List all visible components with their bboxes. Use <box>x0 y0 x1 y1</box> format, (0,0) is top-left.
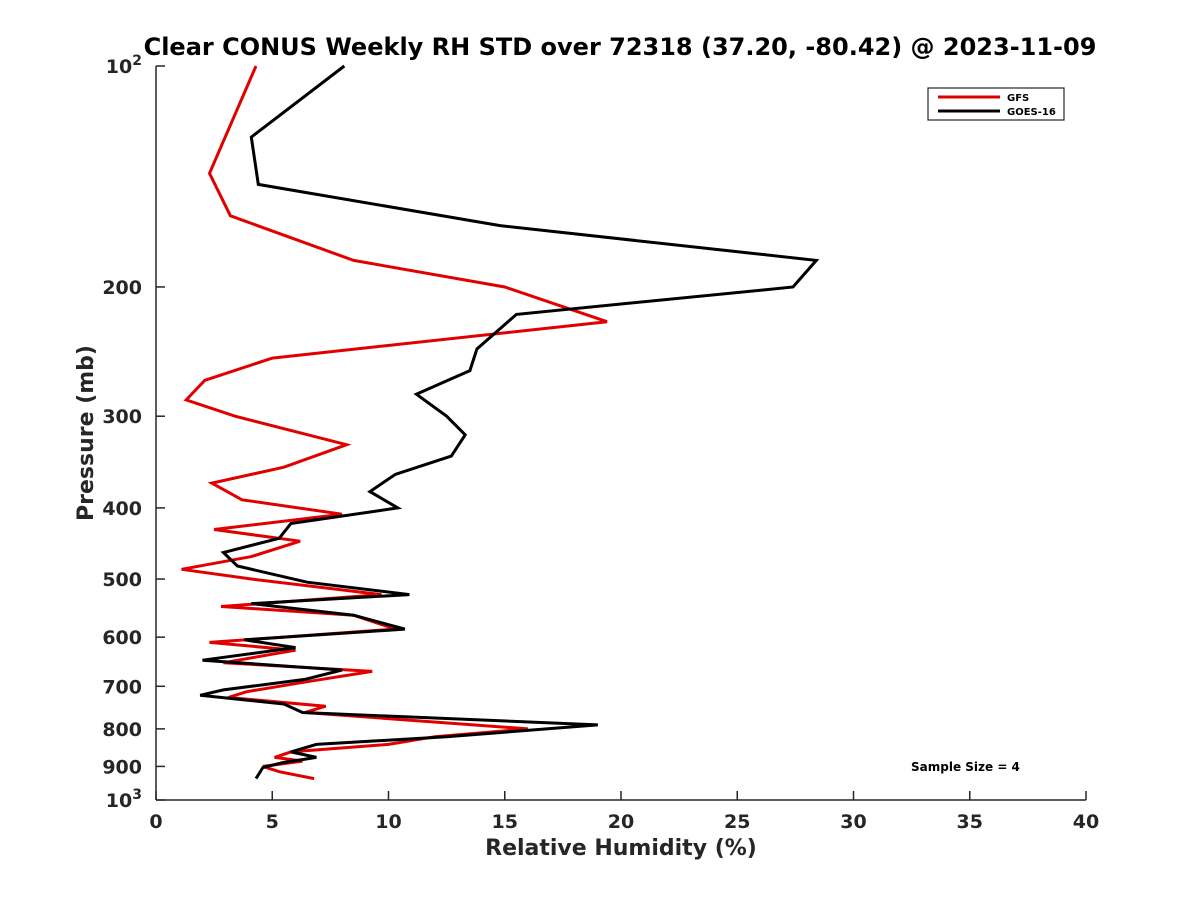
y-tick-label: 400 <box>102 498 142 520</box>
legend-box <box>927 87 1065 121</box>
y-tick-label: 500 <box>102 569 142 591</box>
y-tick-label: 600 <box>102 627 142 649</box>
series-line-gfs <box>181 65 608 781</box>
y-tick-label: 900 <box>102 756 142 778</box>
x-tick-label: 40 <box>1073 811 1099 833</box>
y-tick-label: 800 <box>102 719 142 741</box>
x-tick-label: 25 <box>724 811 750 833</box>
x-tick-label: 10 <box>375 811 401 833</box>
y-tick-label: 200 <box>102 277 142 299</box>
y-ticks: 102 200 300 400 500 600 700 800 900 103 <box>102 53 165 812</box>
x-tick-label: 0 <box>149 811 162 833</box>
x-tick-label: 35 <box>957 811 983 833</box>
chart-title: Clear CONUS Weekly RH STD over 72318 (37… <box>144 33 1097 61</box>
x-tick-label: 30 <box>840 811 866 833</box>
x-tick-label: 20 <box>608 811 634 833</box>
series-line-goes-16 <box>199 64 820 780</box>
y-tick-label: 102 <box>106 53 142 78</box>
x-tick-label: 5 <box>266 811 279 833</box>
y-tick-label: 103 <box>106 787 142 812</box>
y-axis-label: Pressure (mb) <box>74 345 99 521</box>
x-tick-label: 15 <box>492 811 518 833</box>
y-tick-label: 700 <box>102 676 142 698</box>
sample-size-annotation: Sample Size = 4 <box>911 760 1020 774</box>
x-ticks: 0 5 10 15 20 25 30 35 40 <box>149 791 1099 833</box>
legend-label: GFS <box>1007 93 1029 104</box>
x-axis-label: Relative Humidity (%) <box>485 836 757 861</box>
y-tick-label: 300 <box>102 406 142 428</box>
legend: GFS GOES-16 <box>927 87 1065 121</box>
legend-label: GOES-16 <box>1007 107 1056 118</box>
plot-area <box>181 64 820 781</box>
